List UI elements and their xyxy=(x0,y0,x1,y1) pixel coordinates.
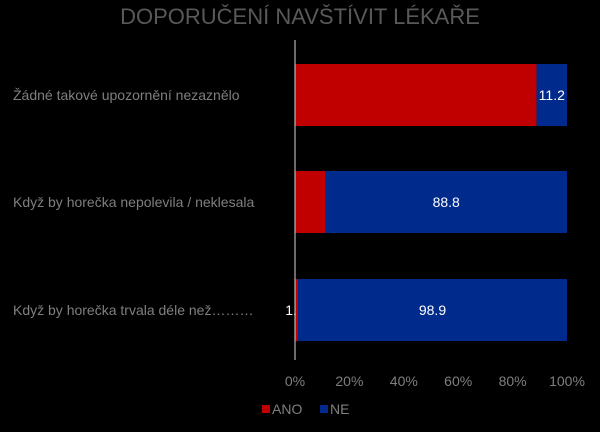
bar-ano-1 xyxy=(295,171,326,233)
x-tick-4: 80% xyxy=(499,373,527,389)
bar-ne-0 xyxy=(536,64,567,126)
bar-ne-1 xyxy=(325,171,567,233)
x-tick-5: 100% xyxy=(549,373,585,389)
data-label-ne-1: 88.8 xyxy=(433,194,460,210)
x-tick-labels: 0% 20% 40% 60% 80% 100% xyxy=(285,373,585,389)
bar-ano-2 xyxy=(295,279,298,341)
x-tick-2: 40% xyxy=(390,373,418,389)
legend-swatch-ne xyxy=(320,405,328,413)
bar-ano-0 xyxy=(295,64,537,126)
category-labels: Žádné takové upozornění nezaznělo Když by… xyxy=(13,87,254,318)
category-label-1: Když by horečka nepolevila / neklesala xyxy=(13,194,254,210)
x-tick-3: 60% xyxy=(444,373,472,389)
data-label-ne-2: 98.9 xyxy=(419,302,446,318)
category-label-0: Žádné takové upozornění nezaznělo xyxy=(13,87,240,103)
chart-title: DOPORUČENÍ NAVŠTÍVIT LÉKAŘE xyxy=(120,4,480,29)
x-tick-1: 20% xyxy=(335,373,363,389)
bars-group: 11.288.81.1 98.9 xyxy=(285,64,567,341)
data-label-ne-0: 11.2 xyxy=(539,87,565,103)
legend-swatch-ano xyxy=(262,405,270,413)
legend-label-ne: NE xyxy=(330,401,349,417)
x-tick-0: 0% xyxy=(285,373,305,389)
category-label-2: Když by horečka trvala déle než……… xyxy=(13,302,253,318)
bar-ne-2 xyxy=(297,279,567,341)
legend: ANO NE xyxy=(262,401,349,417)
legend-label-ano: ANO xyxy=(272,401,302,417)
